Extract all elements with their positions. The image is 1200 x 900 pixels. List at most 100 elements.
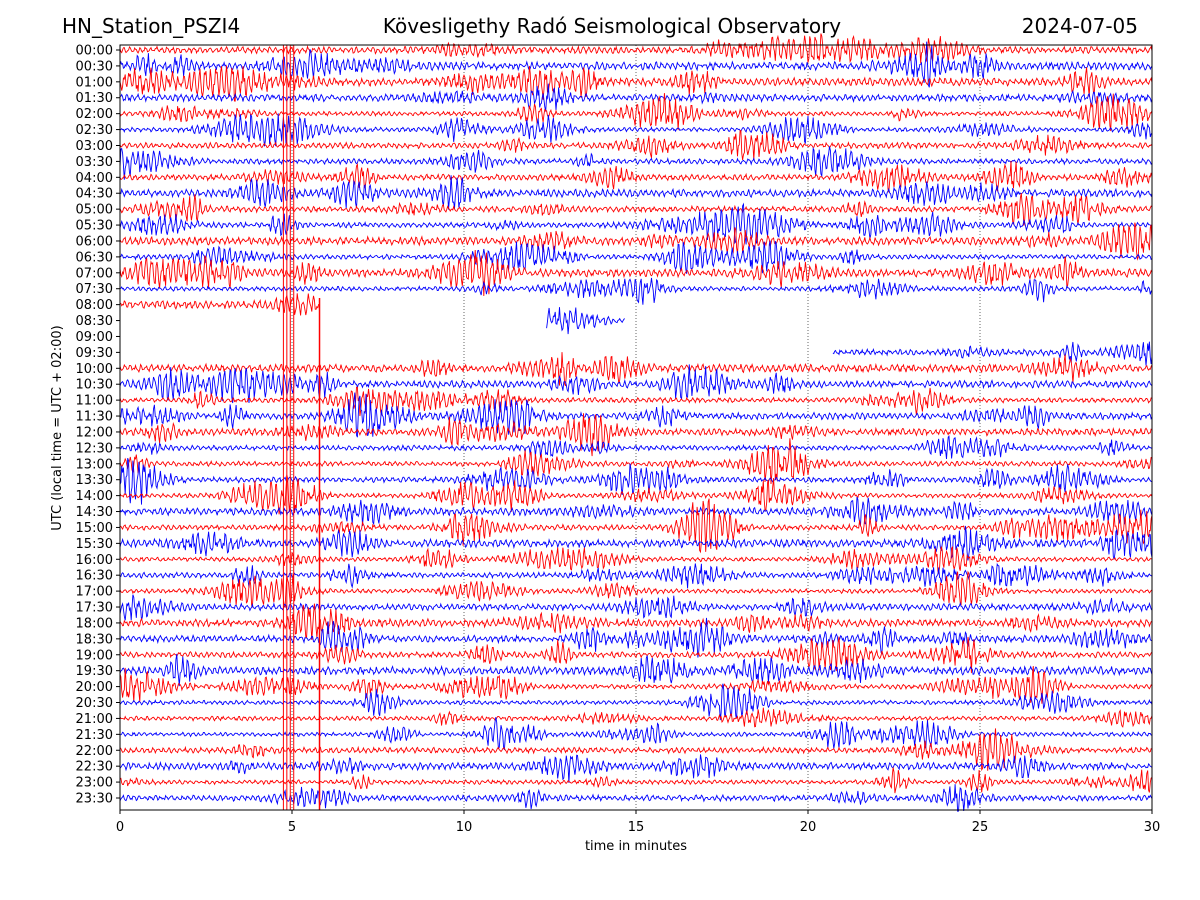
x-tick-label: 30 — [1144, 820, 1161, 835]
y-tick-label: 08:30 — [76, 314, 113, 329]
station-name: HN_Station_PSZI4 — [62, 14, 241, 38]
trace-12:30 — [119, 435, 1153, 460]
y-tick-label: 16:00 — [76, 553, 113, 568]
chart-title: Kövesligethy Radó Seismological Observat… — [382, 14, 842, 38]
y-tick-label: 14:00 — [76, 489, 113, 504]
y-tick-label: 08:00 — [76, 298, 113, 313]
trace-14:00 — [119, 474, 1153, 515]
y-tick-label: 07:30 — [76, 282, 113, 297]
trace-15:30 — [119, 525, 1153, 561]
x-tick-label: 25 — [972, 820, 989, 835]
trace-10:30 — [119, 364, 1153, 404]
trace-02:30 — [119, 113, 1153, 147]
y-tick-label: 02:00 — [76, 107, 113, 122]
y-tick-label: 15:30 — [76, 537, 113, 552]
y-tick-label: 21:00 — [76, 712, 113, 727]
trace-00:00 — [119, 33, 1153, 64]
y-tick-label: 22:30 — [76, 760, 113, 775]
y-tick-label: 00:00 — [76, 44, 113, 59]
y-tick-label: 16:30 — [76, 569, 113, 584]
y-tick-label: 09:30 — [76, 346, 113, 361]
trace-19:00 — [119, 636, 1153, 674]
trace-20:00 — [119, 666, 1153, 704]
trace-23:00 — [119, 767, 1153, 794]
trace-07:30 — [119, 277, 1153, 305]
trace-08:00 — [119, 293, 320, 316]
y-tick-label: 21:30 — [76, 728, 113, 743]
trace-04:00 — [119, 160, 1153, 193]
y-tick-label: 19:00 — [76, 648, 113, 663]
y-tick-label: 09:00 — [76, 330, 113, 345]
trace-12:00 — [119, 413, 1153, 457]
trace-21:00 — [119, 707, 1153, 728]
trace-22:00 — [119, 728, 1152, 772]
trace-09:30 — [832, 341, 1153, 366]
trace-00:30 — [119, 41, 1153, 88]
x-tick-label: 10 — [456, 820, 473, 835]
y-tick-label: 05:00 — [76, 203, 113, 218]
y-tick-label: 04:00 — [76, 171, 113, 186]
y-tick-label: 17:00 — [76, 585, 113, 600]
trace-17:30 — [119, 594, 1153, 621]
trace-10:00 — [119, 352, 1153, 387]
x-axis-label: time in minutes — [585, 839, 687, 854]
trace-13:30 — [119, 457, 1153, 505]
y-tick-label: 14:30 — [76, 505, 113, 520]
y-tick-label: 22:00 — [76, 744, 113, 759]
seismic-traces — [119, 33, 1153, 812]
y-tick-label: 12:00 — [76, 425, 113, 440]
y-tick-label: 03:00 — [76, 139, 113, 154]
y-tick-label: 10:00 — [76, 362, 113, 377]
trace-16:30 — [119, 562, 1153, 589]
trace-13:00 — [119, 438, 1152, 485]
trace-03:00 — [119, 130, 1153, 160]
y-tick-label: 01:00 — [76, 75, 113, 90]
trace-08:30 — [546, 307, 626, 335]
trace-15:00 — [120, 498, 1153, 554]
y-tick-label: 04:30 — [76, 187, 113, 202]
x-ticks: 0 5 10 15 20 25 30 — [116, 810, 1160, 835]
y-tick-label: 23:30 — [76, 792, 113, 807]
y-tick-label: 20:00 — [76, 680, 113, 695]
trace-03:30 — [119, 146, 1153, 180]
y-tick-label: 06:30 — [76, 250, 113, 265]
y-tick-label: 18:30 — [76, 632, 113, 647]
y-axis-label: UTC (local time = UTC + 02:00) — [50, 325, 65, 530]
y-tick-label: 23:00 — [76, 776, 113, 791]
trace-02:00 — [119, 93, 1153, 132]
trace-19:30 — [119, 653, 1153, 687]
y-tick-label: 06:00 — [76, 234, 113, 249]
y-tick-label: 11:00 — [76, 394, 113, 409]
trace-05:30 — [119, 202, 1153, 245]
trace-20:30 — [119, 683, 1153, 721]
trace-01:00 — [119, 65, 1153, 102]
y-tick-label: 18:00 — [76, 616, 113, 631]
y-tick-label: 03:30 — [76, 155, 113, 170]
trace-06:30 — [120, 240, 1153, 274]
x-tick-label: 20 — [800, 820, 817, 835]
trace-04:30 — [119, 175, 1153, 210]
x-tick-label: 0 — [116, 820, 124, 835]
y-tick-label: 19:30 — [76, 664, 113, 679]
y-tick-label: 17:30 — [76, 601, 113, 616]
y-tick-label: 12:30 — [76, 441, 113, 456]
y-tick-label: 02:30 — [76, 123, 113, 138]
trace-05:00 — [119, 193, 1153, 226]
y-tick-label: 15:00 — [76, 521, 113, 536]
trace-06:00 — [119, 222, 1153, 261]
trace-07:00 — [119, 249, 1153, 297]
trace-18:30 — [119, 617, 1153, 658]
trace-01:30 — [119, 83, 1153, 112]
trace-17:00 — [119, 570, 1153, 609]
y-tick-label: 13:30 — [76, 473, 113, 488]
x-tick-label: 15 — [628, 820, 645, 835]
y-tick-label: 00:30 — [76, 59, 113, 74]
y-tick-label: 07:00 — [76, 266, 113, 281]
trace-11:00 — [119, 386, 1153, 417]
y-tick-label: 05:30 — [76, 219, 113, 234]
date-label: 2024-07-05 — [1021, 14, 1138, 38]
spike-lines — [282, 45, 321, 810]
trace-18:00 — [119, 603, 1153, 641]
trace-16:00 — [119, 545, 1152, 575]
